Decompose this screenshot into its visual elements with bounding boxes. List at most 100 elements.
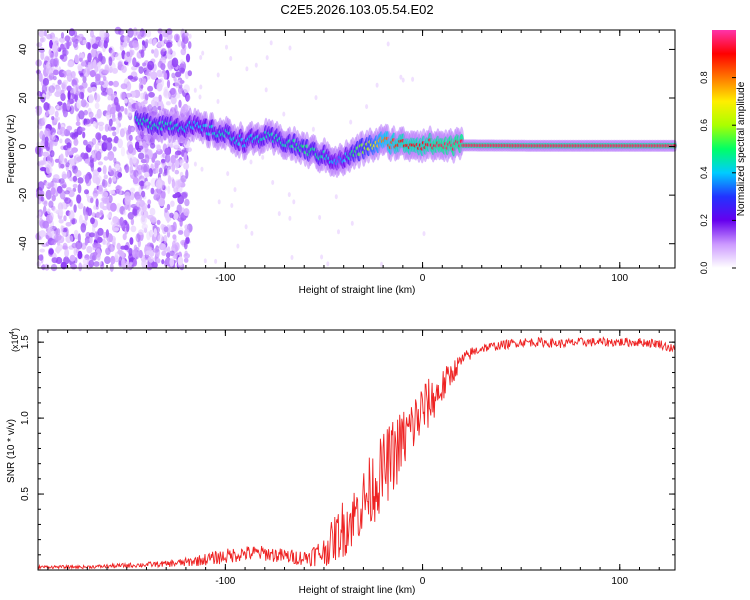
spectrogram-cell	[150, 71, 158, 80]
snr-panel: -100 0 100 0.5 1.0 1.5 Height of straight lin…	[6, 328, 676, 596]
snr-ytick-label: 0.5	[20, 487, 31, 501]
spectrogram-cell	[108, 118, 113, 127]
spectrogram-cell	[128, 50, 133, 58]
spectrogram-cell	[104, 256, 111, 265]
spectrogram-cell	[76, 156, 83, 162]
spectrogram-cell	[103, 156, 109, 161]
spectrogram-cell	[108, 56, 113, 66]
spectrogram-cell	[95, 36, 102, 41]
spectrogram-cell	[62, 102, 67, 112]
spectrogram-cell	[153, 228, 158, 238]
spectrogram-cell	[69, 254, 76, 262]
spectrogram-cell	[174, 151, 179, 159]
spectrogram-cell	[39, 248, 45, 253]
spectrogram-cell	[84, 189, 89, 195]
spectrogram-cell	[62, 231, 66, 237]
spectrogram-cell	[150, 187, 155, 195]
spectrogram-cell	[58, 209, 64, 216]
spectrogram-cell	[52, 43, 58, 53]
spectrogram-cell	[177, 256, 184, 266]
spectrogram-cell	[73, 138, 79, 146]
spectrogram-cell	[43, 102, 50, 111]
spectrogram-cell	[375, 82, 379, 88]
spectrogram-cell	[160, 49, 164, 56]
spectrogram-cell	[150, 261, 158, 269]
spectrogram-cell	[128, 134, 133, 142]
spectrogram-cell	[179, 79, 185, 84]
spectrogram-cell	[151, 99, 155, 107]
snr-scale-prefix: (x10	[10, 334, 20, 352]
snr-ytick-label: 1.0	[20, 411, 31, 425]
spectrogram-cell	[66, 101, 71, 111]
spectrogram-cell	[84, 211, 89, 221]
spectrogram-cell	[95, 132, 102, 141]
spectrogram-cell	[64, 35, 71, 42]
spectrogram-cell	[156, 79, 160, 84]
spectrogram-cells	[35, 26, 678, 272]
spectrogram-cell	[127, 144, 134, 154]
spectrogram-cell	[320, 254, 324, 260]
spectrogram-cell	[102, 76, 107, 81]
spectrogram-cell	[171, 178, 176, 189]
spectrogram-cell	[144, 154, 150, 164]
snr-scale-close: )	[10, 328, 20, 331]
spectrogram-cell	[49, 52, 55, 59]
spectrogram-cell	[138, 229, 144, 236]
spectrogram-cell	[155, 179, 163, 190]
spectrogram-cell	[106, 214, 112, 219]
spectrogram-cell	[188, 33, 192, 39]
spectrogram-cell	[53, 117, 59, 123]
spectrogram-cell	[148, 256, 154, 263]
spectrogram-cell	[314, 95, 318, 101]
spectrogram-cell	[48, 200, 54, 208]
spectrogram-cell	[94, 102, 100, 110]
spectrogram-cell	[132, 156, 137, 164]
spectrogram-cell	[288, 45, 292, 51]
snr-frame	[37, 329, 676, 571]
spectrogram-cell	[264, 87, 268, 93]
spectrogram-cell	[120, 146, 126, 157]
spectrogram-cell	[167, 185, 171, 195]
spectrogram-cell	[60, 43, 65, 50]
spectrogram-cell	[82, 39, 88, 45]
spectrogram-cell	[84, 158, 90, 164]
spectrogram-cell	[349, 119, 353, 125]
spectrogram-cell	[185, 53, 191, 63]
spectrogram-cell	[160, 189, 166, 200]
spectrogram-cell	[129, 237, 134, 245]
spectrogram-cell	[167, 175, 172, 185]
spectrogram-cell	[233, 187, 237, 193]
spectrogram-cell	[39, 160, 46, 165]
spectrogram-cell	[200, 166, 204, 172]
spectrogram-cell	[42, 205, 47, 215]
spectrogram-cell	[184, 250, 188, 256]
spectrogram-cell	[254, 62, 258, 68]
spectrogram-cell	[112, 131, 117, 137]
spectrogram-cell	[65, 222, 72, 227]
spectrogram-cell	[73, 204, 77, 213]
spectrogram-cell	[75, 90, 80, 96]
spectrogram-cell	[113, 136, 119, 144]
spectrogram-cell	[65, 162, 70, 168]
spectrogram-ytick-label: 40	[18, 43, 29, 55]
spectrogram-cell	[350, 220, 354, 226]
spectrogram-cell	[78, 262, 83, 272]
spectrogram-cell	[160, 158, 166, 163]
spectrogram-cell	[143, 99, 148, 105]
spectrogram-cell	[129, 164, 133, 174]
spectrogram-cell	[236, 243, 240, 249]
spectrogram-cell	[145, 69, 152, 77]
spectrogram-cell	[130, 218, 135, 226]
spectrogram-cell	[92, 59, 97, 69]
spectrogram-cell	[184, 224, 190, 230]
snr-ylabel: SNR (10 * v/v)	[6, 419, 17, 483]
spectrogram-cell	[51, 116, 55, 121]
spectrogram-cell	[114, 26, 122, 35]
spectrogram-cell	[163, 247, 168, 252]
spectrogram-cell	[102, 198, 110, 205]
spectrogram-cell	[180, 48, 187, 56]
spectrogram-cell	[174, 71, 182, 78]
spectrogram-cell	[53, 69, 59, 76]
snr-xlabel: Height of straight line (km)	[299, 585, 416, 596]
spectrogram-cell	[154, 162, 159, 169]
